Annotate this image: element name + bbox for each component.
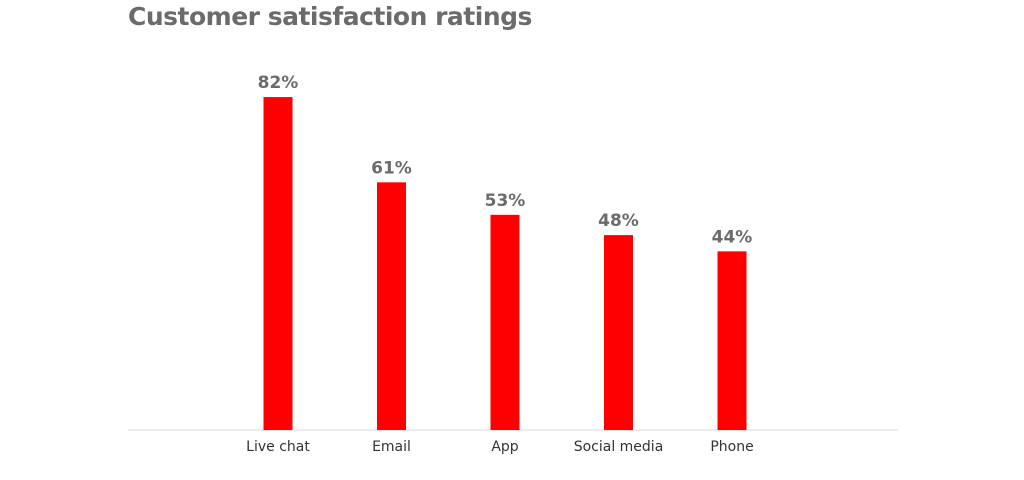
- bar: [377, 182, 406, 430]
- data-label: 44%: [712, 227, 753, 247]
- x-tick-label: Live chat: [246, 439, 310, 455]
- bar: [490, 214, 520, 430]
- bar: [604, 235, 633, 430]
- data-label: 48%: [598, 211, 639, 231]
- x-tick-label: Email: [372, 439, 411, 455]
- chart-title: Customer satisfaction ratings: [128, 2, 532, 31]
- data-label: 61%: [371, 158, 412, 178]
- x-tick-label: Phone: [710, 439, 753, 455]
- data-label: 53%: [485, 191, 526, 211]
- bar: [717, 251, 747, 430]
- x-tick-label: Social media: [574, 439, 664, 455]
- bar: [263, 97, 293, 430]
- data-label: 82%: [258, 73, 299, 93]
- x-tick-label: App: [491, 439, 518, 455]
